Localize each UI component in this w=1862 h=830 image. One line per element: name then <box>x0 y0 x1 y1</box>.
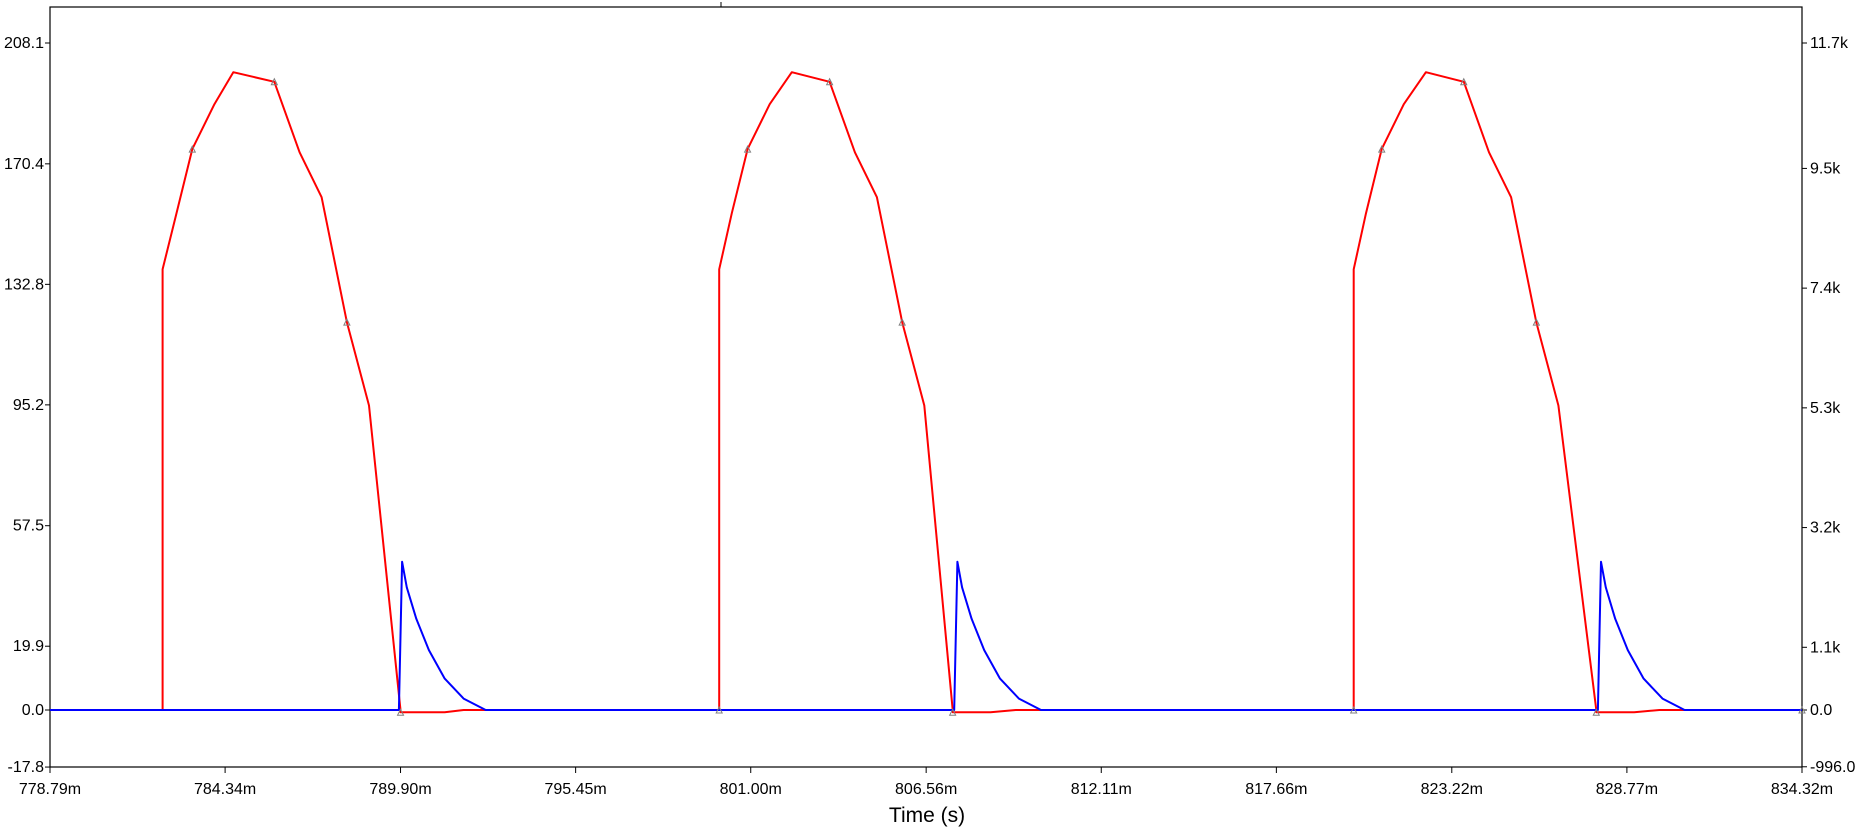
right-tick-label: 7.4k <box>1810 280 1841 297</box>
series-marker <box>1377 144 1386 153</box>
right-y-axis: 11.7k 9.5k 7.4k 5.3k 3.2k 1.1k 0.0 -996.0 <box>1802 35 1855 776</box>
series-marker <box>1349 705 1358 714</box>
right-tick-label: 0.0 <box>1810 702 1832 719</box>
series-line-1 <box>50 71 1802 714</box>
series-layer <box>50 71 1806 716</box>
series-marker <box>825 77 834 86</box>
left-tick-label: 57.5 <box>13 518 44 535</box>
left-tick-label: 0.0 <box>22 702 44 719</box>
right-tick-label: 11.7k <box>1810 35 1849 52</box>
series-marker <box>1592 708 1601 716</box>
left-tick-label: 170.4 <box>4 156 44 173</box>
right-tick-label: 1.1k <box>1810 639 1841 656</box>
x-axis: 778.79m 784.34m 789.90m 795.45m 801.00m 806.5… <box>19 767 1833 798</box>
right-tick-label: 3.2k <box>1810 520 1841 537</box>
right-tick-label: 9.5k <box>1810 160 1841 177</box>
x-tick-label: 801.00m <box>720 781 782 798</box>
series-marker <box>1532 318 1541 326</box>
x-tick-label: 789.90m <box>369 781 431 798</box>
left-tick-label: 208.1 <box>4 35 44 52</box>
series-marker <box>396 708 405 716</box>
series-marker <box>743 144 752 153</box>
x-tick-label: 828.77m <box>1596 781 1658 798</box>
x-tick-label: 806.56m <box>895 781 957 798</box>
series-marker <box>948 708 957 716</box>
series-marker <box>270 77 279 86</box>
x-tick-label: 823.22m <box>1421 781 1483 798</box>
series-marker <box>1459 77 1468 86</box>
left-y-axis: 208.1 170.4 132.8 95.2 57.5 19.9 0.0 -17.8 <box>4 35 50 776</box>
x-tick-label: 812.11m <box>1071 781 1132 798</box>
x-tick-label: 834.32m <box>1771 781 1833 798</box>
x-tick-label: 778.79m <box>19 781 81 798</box>
series-marker <box>188 144 197 153</box>
x-axis-label: Time (s) <box>889 804 965 827</box>
x-tick-label: 817.66m <box>1245 781 1307 798</box>
x-tick-label: 795.45m <box>544 781 606 798</box>
plot-area <box>49 6 1803 768</box>
series-marker <box>898 318 906 326</box>
series-marker <box>1798 705 1806 714</box>
right-tick-label: 5.3k <box>1810 400 1841 417</box>
series-line-2 <box>50 560 1802 711</box>
series-marker <box>715 705 723 714</box>
left-tick-label: 95.2 <box>13 397 44 414</box>
x-tick-label: 784.34m <box>194 781 256 798</box>
left-tick-label: -17.8 <box>8 759 45 776</box>
right-tick-label: -996.0 <box>1810 759 1855 776</box>
left-tick-label: 19.9 <box>13 638 44 655</box>
series-marker <box>343 318 351 326</box>
left-tick-label: 132.8 <box>4 276 44 293</box>
